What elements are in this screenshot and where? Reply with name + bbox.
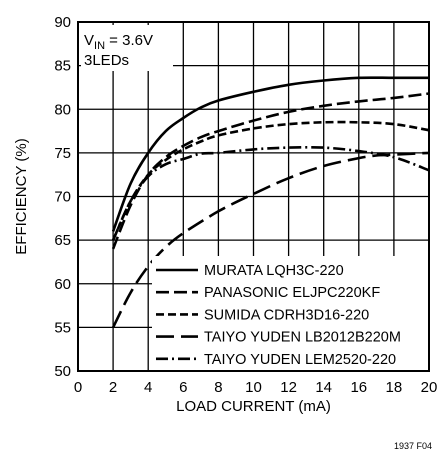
y-tick-label-80: 80 xyxy=(54,101,71,118)
x-tick-label-14: 14 xyxy=(315,379,332,396)
plot-frame xyxy=(77,21,430,372)
series-line-4 xyxy=(111,151,430,328)
y-tick-label-85: 85 xyxy=(54,58,71,75)
vin-main: V xyxy=(84,32,94,49)
y-tick-label-70: 70 xyxy=(54,189,71,206)
y-tick-label-75: 75 xyxy=(54,145,71,162)
x-tick-label-18: 18 xyxy=(386,379,403,396)
y-tick-label-60: 60 xyxy=(54,276,71,293)
test-conditions-box: VIN = 3.6V 3LEDs xyxy=(81,25,173,71)
legend-label-2: PANASONIC ELJPC220KF xyxy=(204,285,380,301)
x-tick-label-12: 12 xyxy=(280,379,297,396)
axes xyxy=(77,21,430,372)
series-line-1 xyxy=(111,76,429,232)
y-tick-label-55: 55 xyxy=(54,319,71,336)
vin-condition-text: VIN = 3.6V xyxy=(84,32,153,52)
legend-label-3: SUMIDA CDRH3D16-220 xyxy=(204,307,369,323)
y-tick-label-90: 90 xyxy=(54,14,71,31)
tick-labels: 0 2 4 6 8 10 12 14 16 18 20 50 55 60 65 70 75 80 85 90 xyxy=(54,14,437,396)
legend-label-4: TAIYO YUDEN LB2012B220M xyxy=(204,330,401,346)
y-tick-label-50: 50 xyxy=(54,363,71,380)
y-axis-label: EFFICIENCY (%) xyxy=(13,138,30,254)
led-count-text: 3LEDs xyxy=(84,52,129,69)
legend: MURATA LQH3C-220 PANASONIC ELJPC220KF SUMI… xyxy=(152,256,428,370)
figure-id: 1937 F04 xyxy=(394,441,432,451)
data-curves xyxy=(111,76,430,328)
y-tick-label-65: 65 xyxy=(54,232,71,249)
vin-value: = 3.6V xyxy=(105,32,153,49)
x-tick-label-16: 16 xyxy=(350,379,367,396)
x-tick-label-4: 4 xyxy=(144,379,152,396)
series-line-2 xyxy=(111,92,430,250)
x-tick-label-20: 20 xyxy=(421,379,438,396)
x-tick-label-10: 10 xyxy=(245,379,262,396)
conditions-background xyxy=(81,25,173,71)
vin-subscript: IN xyxy=(94,40,105,52)
x-tick-label-8: 8 xyxy=(214,379,222,396)
series-line-3 xyxy=(111,120,430,241)
x-tick-label-6: 6 xyxy=(179,379,187,396)
legend-background xyxy=(152,256,428,370)
legend-label-1: MURATA LQH3C-220 xyxy=(204,263,344,279)
x-axis-label: LOAD CURRENT (mA) xyxy=(176,398,331,415)
series-line-5 xyxy=(111,146,430,241)
x-tick-label-2: 2 xyxy=(109,379,117,396)
x-tick-label-0: 0 xyxy=(74,379,82,396)
legend-label-5: TAIYO YUDEN LEM2520-220 xyxy=(204,352,396,368)
